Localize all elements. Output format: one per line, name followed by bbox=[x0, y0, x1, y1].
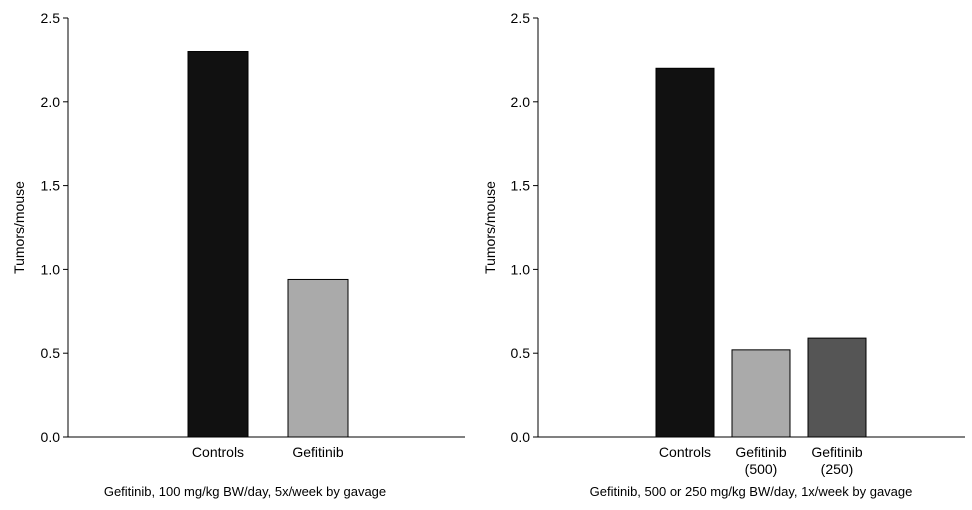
category-label: Gefitinib bbox=[811, 444, 863, 460]
chart-caption: Gefitinib, 500 or 250 mg/kg BW/day, 1x/w… bbox=[590, 484, 913, 499]
y-tick-label: 2.0 bbox=[511, 94, 531, 110]
y-tick-label: 1.0 bbox=[41, 261, 61, 277]
bar-0 bbox=[655, 67, 715, 438]
bar-2 bbox=[807, 337, 867, 438]
category-label: (250) bbox=[821, 461, 854, 477]
y-tick-label: 2.5 bbox=[41, 10, 61, 26]
bar-1 bbox=[731, 349, 791, 438]
y-tick-label: 2.5 bbox=[511, 10, 531, 26]
bar-1 bbox=[287, 278, 349, 438]
y-tick-label: 0.5 bbox=[511, 345, 531, 361]
y-tick-label: 1.5 bbox=[511, 178, 531, 194]
category-label: (500) bbox=[745, 461, 778, 477]
category-label: Controls bbox=[192, 444, 244, 460]
y-axis-label: Tumors/mouse bbox=[11, 181, 27, 274]
y-tick-label: 1.0 bbox=[511, 261, 531, 277]
category-label: Controls bbox=[659, 444, 711, 460]
y-axis-label: Tumors/mouse bbox=[482, 181, 498, 274]
y-tick-label: 0.0 bbox=[41, 429, 61, 445]
y-tick-label: 2.0 bbox=[41, 94, 61, 110]
y-tick-label: 0.5 bbox=[41, 345, 61, 361]
category-label: Gefitinib bbox=[735, 444, 787, 460]
category-label: Gefitinib bbox=[292, 444, 344, 460]
y-tick-label: 1.5 bbox=[41, 178, 61, 194]
chart-panel-left: 0.0 0.5 1.0 1.5 2.0 2.5 Controls Gefitinib Tumor… bbox=[11, 10, 465, 499]
bar-0 bbox=[187, 51, 249, 438]
chart-caption: Gefitinib, 100 mg/kg BW/day, 5x/week by … bbox=[104, 484, 386, 499]
y-tick-label: 0.0 bbox=[511, 429, 531, 445]
